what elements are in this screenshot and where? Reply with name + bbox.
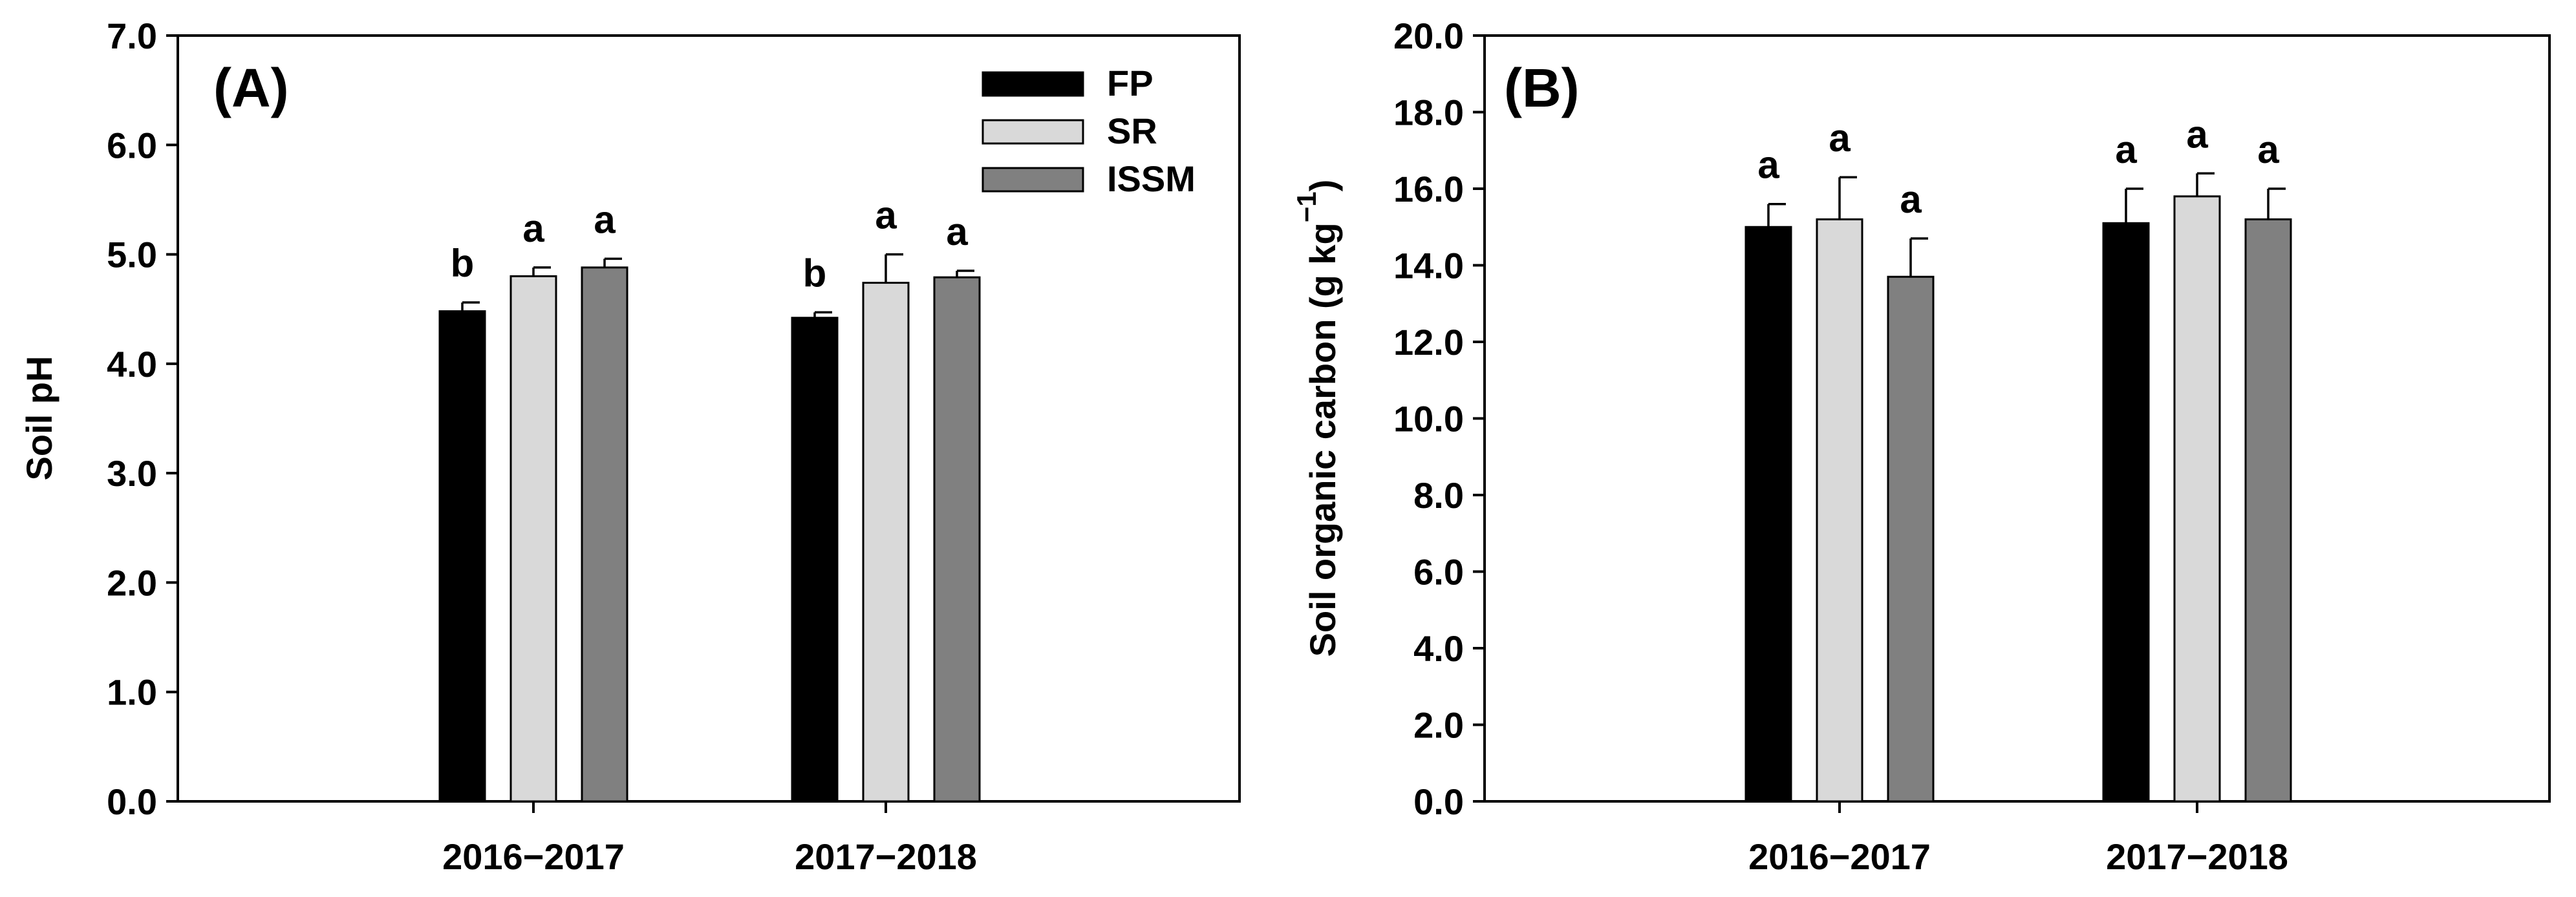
panel-a-y-axis-title: Soil pH [19,356,59,481]
y-tick-label: 14.0 [1393,246,1464,286]
legend-label-issm: ISSM [1107,158,1196,199]
x-tick-label: 2017−2018 [2106,836,2288,877]
significance-letter: a [1829,116,1851,160]
significance-letter: b [803,251,827,295]
bar-issm-1 [581,266,628,803]
legend-swatch-fp [982,71,1084,97]
y-tick-label: 20.0 [1393,16,1464,56]
significance-letter: a [946,210,968,253]
y-tick-label: 5.0 [107,235,157,275]
bar-sr-2 [2173,195,2221,803]
significance-letter: a [875,194,897,237]
significance-letter: a [1900,178,1922,221]
panel-b-plot-frame [1483,34,2551,803]
y-tick-label: 0.0 [107,781,157,822]
y-tick-label: 4.0 [1413,628,1464,669]
x-tick-label: 2016−2017 [1748,836,1931,877]
bar-fp-1 [1744,226,1792,803]
y-tick-label: 16.0 [1393,169,1464,209]
panel-b-label: (B) [1504,58,1580,118]
bar-sr-2 [862,282,910,803]
panel-a-label: (A) [213,58,289,118]
panel-b-y-axis: 0.0 2.0 4.0 6.0 8.0 10.0 12.0 14.0 16.0 18.0 20.0 [1393,16,1485,822]
legend-label-fp: FP [1107,63,1154,103]
y-tick-label: 12.0 [1393,322,1464,363]
bar-sr-1 [1816,218,1863,803]
y-tick-label: 7.0 [107,16,157,56]
y-tick-label: 2.0 [107,562,157,603]
panel-b-y-axis-title: Soil organic carbon (g kg−1) [1291,180,1343,657]
bar-fp-2 [2102,222,2150,803]
significance-letter: a [2186,112,2208,156]
panel-b-bars: a a a a a a [1744,112,2292,803]
y-tick-label: 6.0 [1413,552,1464,593]
legend-swatch-sr [982,119,1084,145]
y-tick-label: 0.0 [1413,781,1464,822]
significance-letter: a [522,207,544,250]
bar-issm-2 [933,276,981,803]
panel-a-bars: b b a a a a [438,194,981,803]
legend-label-sr: SR [1107,111,1157,151]
y-tick-label: 1.0 [107,672,157,713]
y-tick-label: 6.0 [107,125,157,165]
significance-letter: a [1757,143,1779,187]
panel-a-chart: (A) Soil pH 0.0 1.0 2.0 3.0 4.0 5.0 6.0 7.0 201… [19,16,1241,877]
panel-a-plot-frame [177,34,1241,803]
y-tick-label: 10.0 [1393,399,1464,439]
x-tick-label: 2016−2017 [442,836,625,877]
significance-letter: a [594,198,616,241]
bar-issm-1 [1887,275,1935,803]
y-tick-label: 3.0 [107,453,157,494]
significance-letter: b [451,242,475,285]
significance-letter: a [2115,128,2137,171]
y-tick-label: 18.0 [1393,92,1464,133]
panel-a-x-axis: 2016−2017 2017−2018 [442,801,977,877]
bar-issm-2 [2244,218,2292,803]
legend-swatch-issm [982,167,1084,193]
panel-a-legend: FP SR ISSM [982,63,1196,199]
x-tick-label: 2017−2018 [795,836,977,877]
panel-a-y-axis: 0.0 1.0 2.0 3.0 4.0 5.0 6.0 7.0 [107,16,178,822]
panel-b-chart: (B) Soil organic carbon (g kg−1) 0.0 2.0 4… [1291,16,2551,877]
bar-fp-2 [791,317,839,803]
bar-fp-1 [438,310,486,803]
y-tick-label: 2.0 [1413,705,1464,746]
y-tick-label: 4.0 [107,344,157,385]
y-tick-label: 8.0 [1413,475,1464,516]
significance-letter: a [2257,128,2279,171]
bar-sr-1 [510,275,557,803]
panel-b-x-axis: 2016−2017 2017−2018 [1748,801,2288,877]
